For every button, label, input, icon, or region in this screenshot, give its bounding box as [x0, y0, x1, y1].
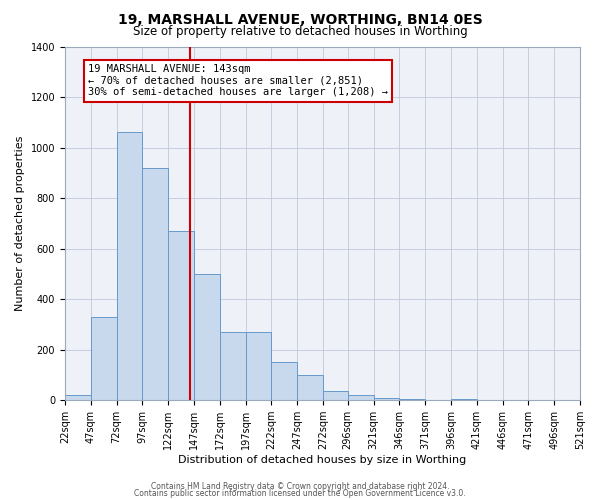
Bar: [297, 375, 323, 400]
Text: 19 MARSHALL AVENUE: 143sqm
← 70% of detached houses are smaller (2,851)
30% of s: 19 MARSHALL AVENUE: 143sqm ← 70% of deta…: [88, 64, 388, 98]
Bar: [323, 392, 348, 400]
Y-axis label: Number of detached properties: Number of detached properties: [15, 136, 25, 311]
Text: Size of property relative to detached houses in Worthing: Size of property relative to detached ho…: [133, 25, 467, 38]
Bar: [65, 395, 91, 400]
Bar: [245, 332, 271, 400]
Bar: [400, 399, 425, 400]
Text: Contains HM Land Registry data © Crown copyright and database right 2024.: Contains HM Land Registry data © Crown c…: [151, 482, 449, 491]
Text: 19, MARSHALL AVENUE, WORTHING, BN14 0ES: 19, MARSHALL AVENUE, WORTHING, BN14 0ES: [118, 12, 482, 26]
Bar: [220, 332, 245, 400]
Bar: [374, 398, 400, 400]
X-axis label: Distribution of detached houses by size in Worthing: Distribution of detached houses by size …: [178, 455, 467, 465]
Bar: [451, 399, 477, 400]
Bar: [271, 362, 297, 400]
Bar: [116, 132, 142, 400]
Text: Contains public sector information licensed under the Open Government Licence v3: Contains public sector information licen…: [134, 489, 466, 498]
Bar: [348, 395, 374, 400]
Bar: [194, 274, 220, 400]
Bar: [91, 317, 116, 400]
Bar: [168, 231, 194, 400]
Bar: [142, 168, 168, 400]
